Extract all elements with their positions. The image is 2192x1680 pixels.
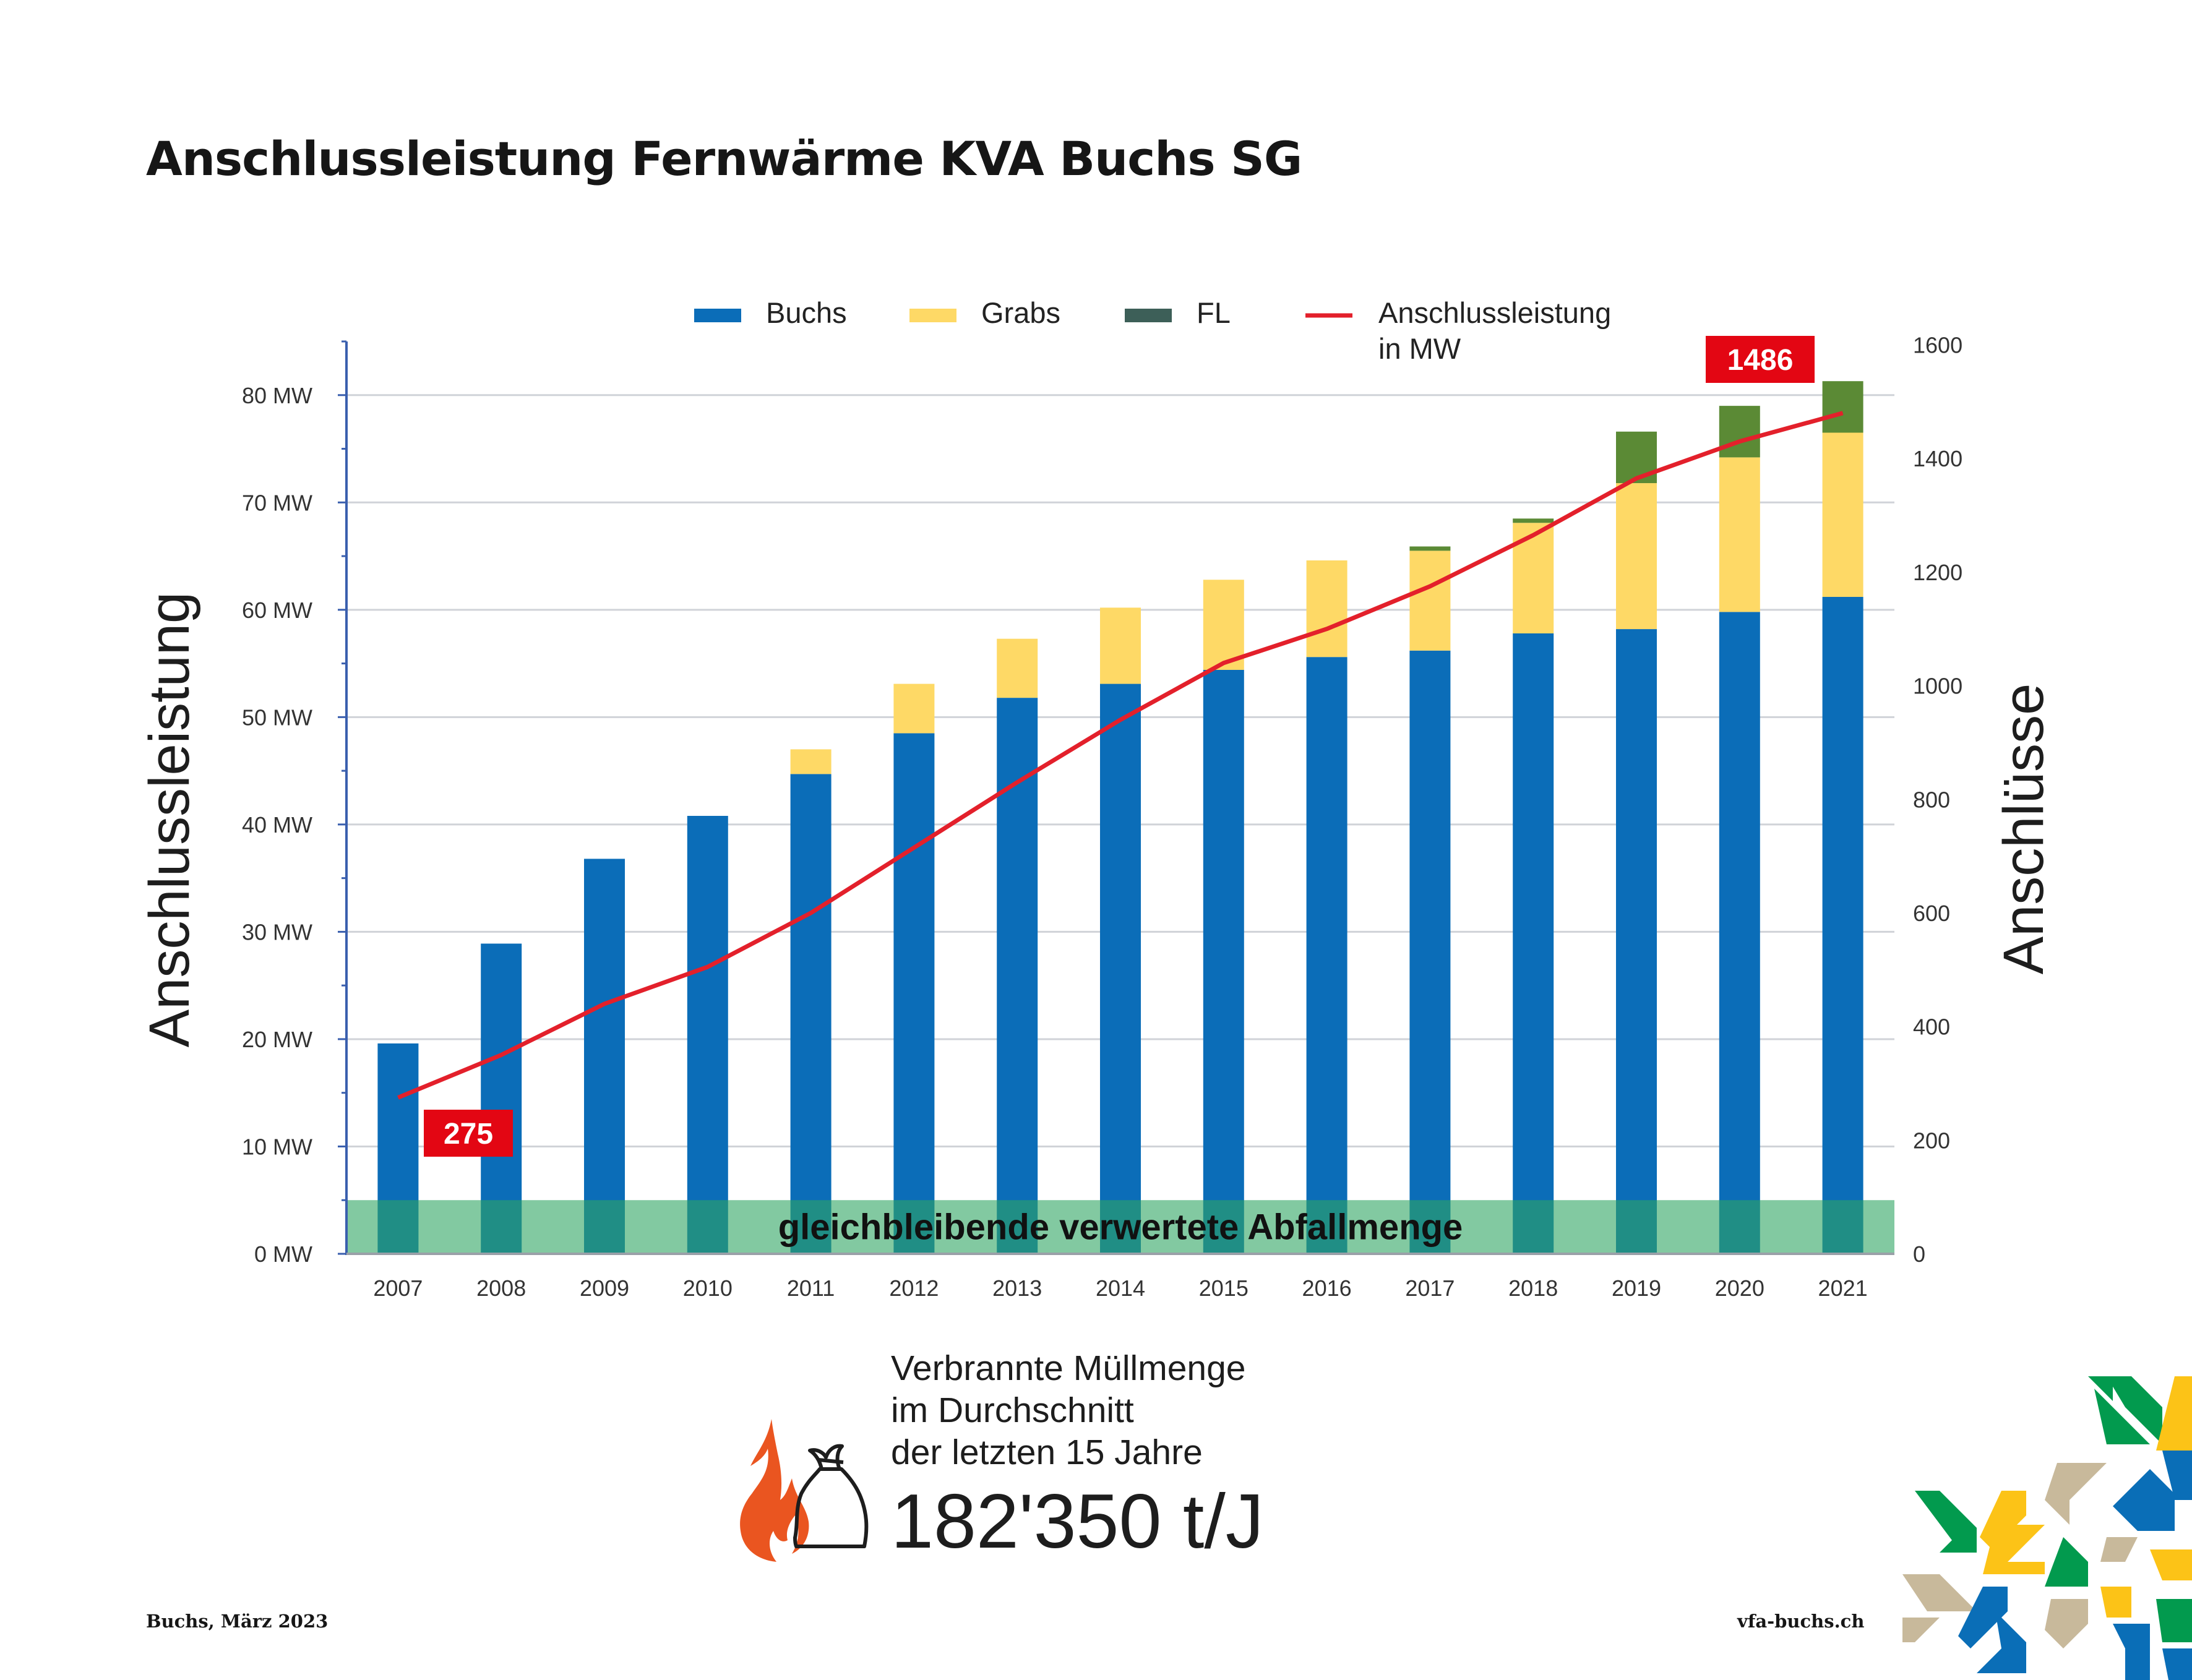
bars — [377, 381, 1863, 1254]
bar-fl-2021 — [1822, 381, 1863, 433]
legend-label-1: in MW — [1378, 332, 1461, 365]
x-tick-label: 2015 — [1199, 1275, 1249, 1301]
axis-titles: Anschlussleistung Anschlüsse — [138, 592, 2055, 1047]
bar-buchs-2017 — [1409, 650, 1451, 1254]
bar-grabs-2011 — [790, 749, 832, 774]
x-tick-label: 2020 — [1715, 1275, 1764, 1301]
bar-buchs-2010 — [687, 816, 728, 1254]
x-tick-label: 2014 — [1096, 1275, 1145, 1301]
waste-summary: Verbrannte Müllmenge im Durchschnitt der… — [891, 1347, 1264, 1565]
line-series — [397, 411, 1844, 1100]
x-tick-label: 2009 — [580, 1275, 629, 1301]
right-tick-label: 1600 — [1913, 333, 1962, 358]
line-anschluesse — [397, 411, 1844, 1100]
legend-label-grabs: Grabs — [981, 296, 1060, 329]
right-tick-label: 800 — [1913, 787, 1950, 812]
right-tick-label: 1200 — [1913, 560, 1962, 585]
legend-swatch-buchs — [694, 309, 741, 322]
bar-grabs-2020 — [1719, 457, 1760, 612]
bar-buchs-2019 — [1616, 629, 1657, 1254]
left-tick-label: 30 MW — [242, 919, 312, 945]
x-tick-label: 2016 — [1302, 1275, 1352, 1301]
bar-grabs-2018 — [1513, 523, 1554, 633]
bar-grabs-2019 — [1616, 483, 1657, 630]
x-axis: 2007 2008 2009 2010 2011 2012 2013 2014 2015 2016… — [346, 1253, 1894, 1301]
bar-grabs-2012 — [893, 684, 935, 734]
left-axis: 0 MW 10 MW 20 MW 30 MW 40 MW 50 MW 60 MW 70 MW 8… — [242, 340, 348, 1267]
x-tick-label: 2007 — [373, 1275, 423, 1301]
x-tick-label: 2021 — [1818, 1275, 1868, 1301]
x-tick-label: 2010 — [683, 1275, 733, 1301]
bar-buchs-2018 — [1513, 633, 1554, 1254]
bar-buchs-2021 — [1822, 597, 1863, 1254]
fire-and-trash-bag-icon — [733, 1416, 875, 1568]
stacked-bar-line-chart: gleichbleibende verwertete Abfallmenge 0… — [138, 296, 2055, 1301]
bar-grabs-2014 — [1100, 607, 1141, 684]
footer-date: Buchs, März 2023 — [146, 1611, 329, 1632]
bar-grabs-2017 — [1409, 551, 1451, 651]
annotation-box-2007 — [424, 1110, 513, 1157]
right-tick-label: 1400 — [1913, 446, 1962, 471]
right-tick-label: 1000 — [1913, 674, 1962, 699]
x-tick-label: 2018 — [1508, 1275, 1558, 1301]
bar-buchs-2009 — [584, 859, 625, 1254]
footer-website: vfa-buchs.ch — [1737, 1611, 1865, 1632]
right-axis-title: Anschlüsse — [1992, 684, 2055, 974]
left-tick-label: 40 MW — [242, 812, 312, 838]
bar-fl-2018 — [1513, 518, 1554, 523]
x-tick-label: 2012 — [889, 1275, 939, 1301]
legend-swatch-grabs — [909, 309, 956, 322]
bar-grabs-2013 — [997, 638, 1038, 698]
left-axis-title: Anschlussleistung — [138, 592, 201, 1047]
legend-label-0: Anschlussleistung — [1378, 296, 1611, 329]
bar-buchs-2011 — [790, 774, 832, 1254]
legend-label-fl: FL — [1197, 296, 1231, 329]
left-tick-label: 0 MW — [254, 1241, 312, 1267]
left-tick-label: 20 MW — [242, 1027, 312, 1052]
bar-grabs-2021 — [1822, 432, 1863, 597]
legend-swatch-fl — [1125, 309, 1172, 322]
left-tick-label: 70 MW — [242, 490, 312, 515]
bar-buchs-2014 — [1100, 684, 1141, 1254]
waste-line-1: Verbrannte Müllmenge — [891, 1348, 1246, 1388]
band-label: gleichbleibende verwertete Abfallmenge — [778, 1207, 1463, 1248]
x-tick-label: 2013 — [992, 1275, 1042, 1301]
vfa-logo — [1902, 1376, 2192, 1680]
bar-buchs-2012 — [893, 733, 935, 1254]
left-tick-label: 10 MW — [242, 1134, 312, 1159]
waste-value: 182'350 t/J — [891, 1479, 1264, 1564]
left-tick-label: 60 MW — [242, 598, 312, 623]
page-title: Anschlussleistung Fernwärme KVA Buchs SG — [146, 131, 1302, 186]
right-axis: 0 200 400 600 800 1000 1200 1400 1600 — [1913, 333, 1962, 1267]
left-tick-label: 50 MW — [242, 705, 312, 730]
annotations: 275 1486 — [424, 336, 1815, 1157]
right-tick-label: 200 — [1913, 1128, 1950, 1153]
bar-fl-2020 — [1719, 406, 1760, 458]
x-tick-label: 2019 — [1612, 1275, 1661, 1301]
right-tick-label: 600 — [1913, 901, 1950, 926]
right-tick-label: 0 — [1913, 1241, 1925, 1267]
legend-label-buchs: Buchs — [766, 296, 847, 329]
x-tick-label: 2008 — [476, 1275, 526, 1301]
x-tick-label: 2017 — [1405, 1275, 1455, 1301]
bar-buchs-2016 — [1306, 657, 1347, 1254]
annotation-box-2021 — [1706, 336, 1815, 383]
bar-buchs-2015 — [1203, 670, 1244, 1254]
waste-line-2: im Durchschnitt — [891, 1391, 1134, 1430]
bar-grabs-2015 — [1203, 580, 1244, 670]
x-tick-label: 2011 — [787, 1275, 835, 1301]
bar-buchs-2020 — [1719, 612, 1760, 1254]
waste-line-3: der letzten 15 Jahre — [891, 1433, 1203, 1472]
annotation-label-2021: 1486 — [1727, 344, 1794, 377]
bar-fl-2017 — [1409, 546, 1451, 551]
band-rect — [346, 1200, 1894, 1254]
band: gleichbleibende verwertete Abfallmenge — [346, 1200, 1894, 1254]
right-tick-label: 400 — [1913, 1014, 1950, 1040]
annotation-label-2007: 275 — [444, 1118, 493, 1151]
bar-grabs-2016 — [1306, 560, 1347, 658]
left-tick-label: 80 MW — [242, 383, 312, 408]
